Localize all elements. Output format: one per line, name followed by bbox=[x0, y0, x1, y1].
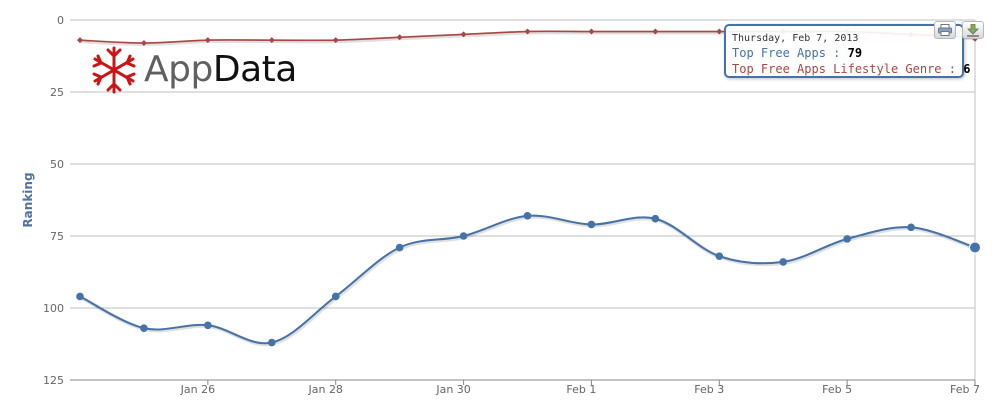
tooltip-separator: : bbox=[833, 46, 841, 60]
data-point[interactable] bbox=[779, 258, 788, 266]
y-axis-label: Ranking bbox=[21, 172, 35, 227]
tooltip-date: Thursday, Feb 7, 2013 bbox=[732, 33, 859, 44]
data-point[interactable] bbox=[204, 321, 212, 330]
tooltip-series2-value: 6 bbox=[963, 62, 971, 76]
x-tick-label: Jan 26 bbox=[180, 383, 215, 396]
series-line[interactable] bbox=[79, 214, 976, 345]
data-point[interactable] bbox=[331, 292, 340, 301]
x-tick-label: Feb 3 bbox=[694, 383, 724, 396]
tooltip-series1-label: Top Free Apps bbox=[732, 46, 826, 60]
data-point[interactable] bbox=[588, 28, 595, 35]
x-axis: Jan 26 Jan 28 Jan 30 Feb 1 Feb 3 Feb 5 Feb 7 bbox=[70, 379, 980, 396]
data-point[interactable] bbox=[523, 212, 532, 220]
data-point[interactable] bbox=[76, 292, 84, 301]
data-point[interactable] bbox=[396, 34, 403, 41]
data-point[interactable] bbox=[460, 31, 467, 38]
data-point[interactable] bbox=[524, 28, 531, 35]
data-point[interactable] bbox=[843, 235, 851, 243]
x-tick-label: Feb 7 bbox=[950, 383, 980, 396]
series-top-free-apps bbox=[76, 212, 981, 347]
x-tick-label: Feb 1 bbox=[566, 383, 596, 396]
appdata-logo: AppData bbox=[88, 44, 297, 96]
x-tick-label: Jan 28 bbox=[307, 383, 342, 396]
y-tick-label: 100 bbox=[43, 302, 64, 315]
tooltip-series2-label: Top Free Apps Lifestyle Genre bbox=[732, 62, 942, 76]
print-button[interactable] bbox=[934, 21, 956, 39]
tooltip-series1-value: 79 bbox=[847, 46, 863, 60]
data-point[interactable] bbox=[907, 223, 915, 232]
x-tick-label: Jan 30 bbox=[435, 383, 470, 396]
data-point[interactable] bbox=[267, 338, 276, 347]
data-point[interactable] bbox=[395, 243, 404, 252]
data-point[interactable] bbox=[140, 324, 148, 332]
hover-tooltip: Thursday, Feb 7, 2013 Top Free Apps : 79… bbox=[724, 24, 970, 78]
data-point[interactable] bbox=[969, 241, 981, 254]
snowflake-logo-icon bbox=[92, 46, 136, 94]
logo-wordmark: AppData bbox=[144, 44, 297, 96]
tooltip-separator: : bbox=[948, 62, 956, 76]
data-point[interactable] bbox=[652, 28, 659, 35]
data-point[interactable] bbox=[268, 37, 275, 44]
data-point[interactable] bbox=[716, 28, 723, 35]
data-point[interactable] bbox=[77, 37, 83, 44]
data-point[interactable] bbox=[459, 232, 468, 240]
download-icon bbox=[967, 23, 979, 37]
logo-text-app: App bbox=[144, 49, 213, 90]
data-point[interactable] bbox=[651, 214, 660, 223]
data-point[interactable] bbox=[587, 220, 596, 229]
data-point[interactable] bbox=[332, 37, 339, 44]
y-tick-label: 125 bbox=[43, 374, 64, 387]
data-point[interactable] bbox=[715, 252, 724, 260]
y-tick-label: 0 bbox=[57, 14, 64, 27]
data-point[interactable] bbox=[140, 40, 147, 47]
x-tick-label: Feb 5 bbox=[822, 383, 852, 396]
logo-text-data: Data bbox=[212, 49, 297, 90]
y-axis: 0 25 50 75 100 125 bbox=[43, 14, 64, 387]
y-tick-label: 25 bbox=[50, 86, 64, 99]
y-tick-label: 75 bbox=[50, 230, 64, 243]
y-tick-label: 50 bbox=[50, 158, 64, 171]
tooltip-row-top-free: Top Free Apps : 79 bbox=[732, 45, 962, 61]
data-point[interactable] bbox=[204, 37, 211, 44]
tooltip-row-lifestyle: Top Free Apps Lifestyle Genre : 6 bbox=[732, 61, 970, 77]
export-button[interactable] bbox=[962, 21, 984, 39]
printer-icon bbox=[938, 24, 952, 36]
